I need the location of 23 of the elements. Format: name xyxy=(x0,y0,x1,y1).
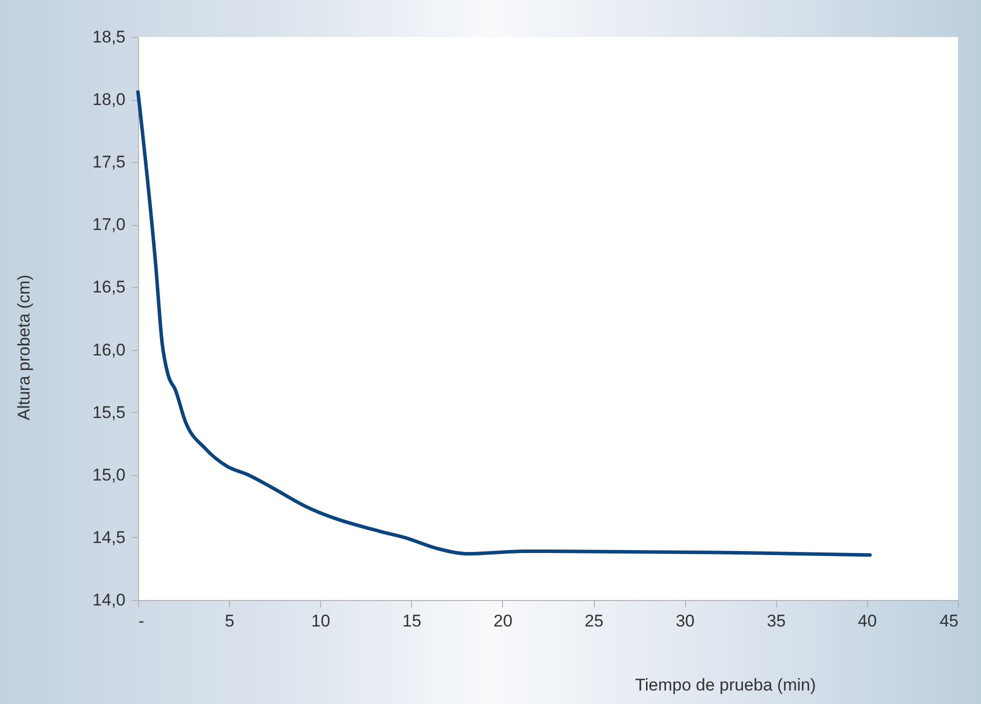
x-tick-label: 25 xyxy=(584,612,604,630)
y-tick-label: 16,0 xyxy=(92,340,126,360)
y-tick-label: 18,5 xyxy=(92,28,126,46)
x-tick-label: - xyxy=(138,612,144,630)
y-tick-label: 16,5 xyxy=(92,278,126,297)
x-tick-label: 30 xyxy=(676,612,695,630)
x-tick-label: 45 xyxy=(940,612,958,630)
line-series xyxy=(136,90,872,557)
x-tick-label: 35 xyxy=(766,612,786,630)
x-tick-label: 10 xyxy=(311,612,330,630)
y-tick-label: 17,5 xyxy=(92,152,126,172)
y-tick-label: 17,0 xyxy=(92,215,126,234)
x-axis-title: Tiempo de prueba (min) xyxy=(635,676,816,694)
x-tick-label: 5 xyxy=(224,612,234,630)
y-axis-title: Altura probeta (cm) xyxy=(14,274,34,420)
x-tick-label: 20 xyxy=(493,612,512,630)
y-tick-label: 14,0 xyxy=(92,590,126,610)
x-tick-label: 40 xyxy=(858,612,877,630)
y-tick-label: 14,5 xyxy=(92,528,126,547)
y-tick-label: 18,0 xyxy=(92,90,126,110)
y-tick-label: 15,5 xyxy=(92,402,126,422)
y-tick-label: 15,0 xyxy=(92,465,126,484)
x-tick-label: 15 xyxy=(402,612,422,630)
